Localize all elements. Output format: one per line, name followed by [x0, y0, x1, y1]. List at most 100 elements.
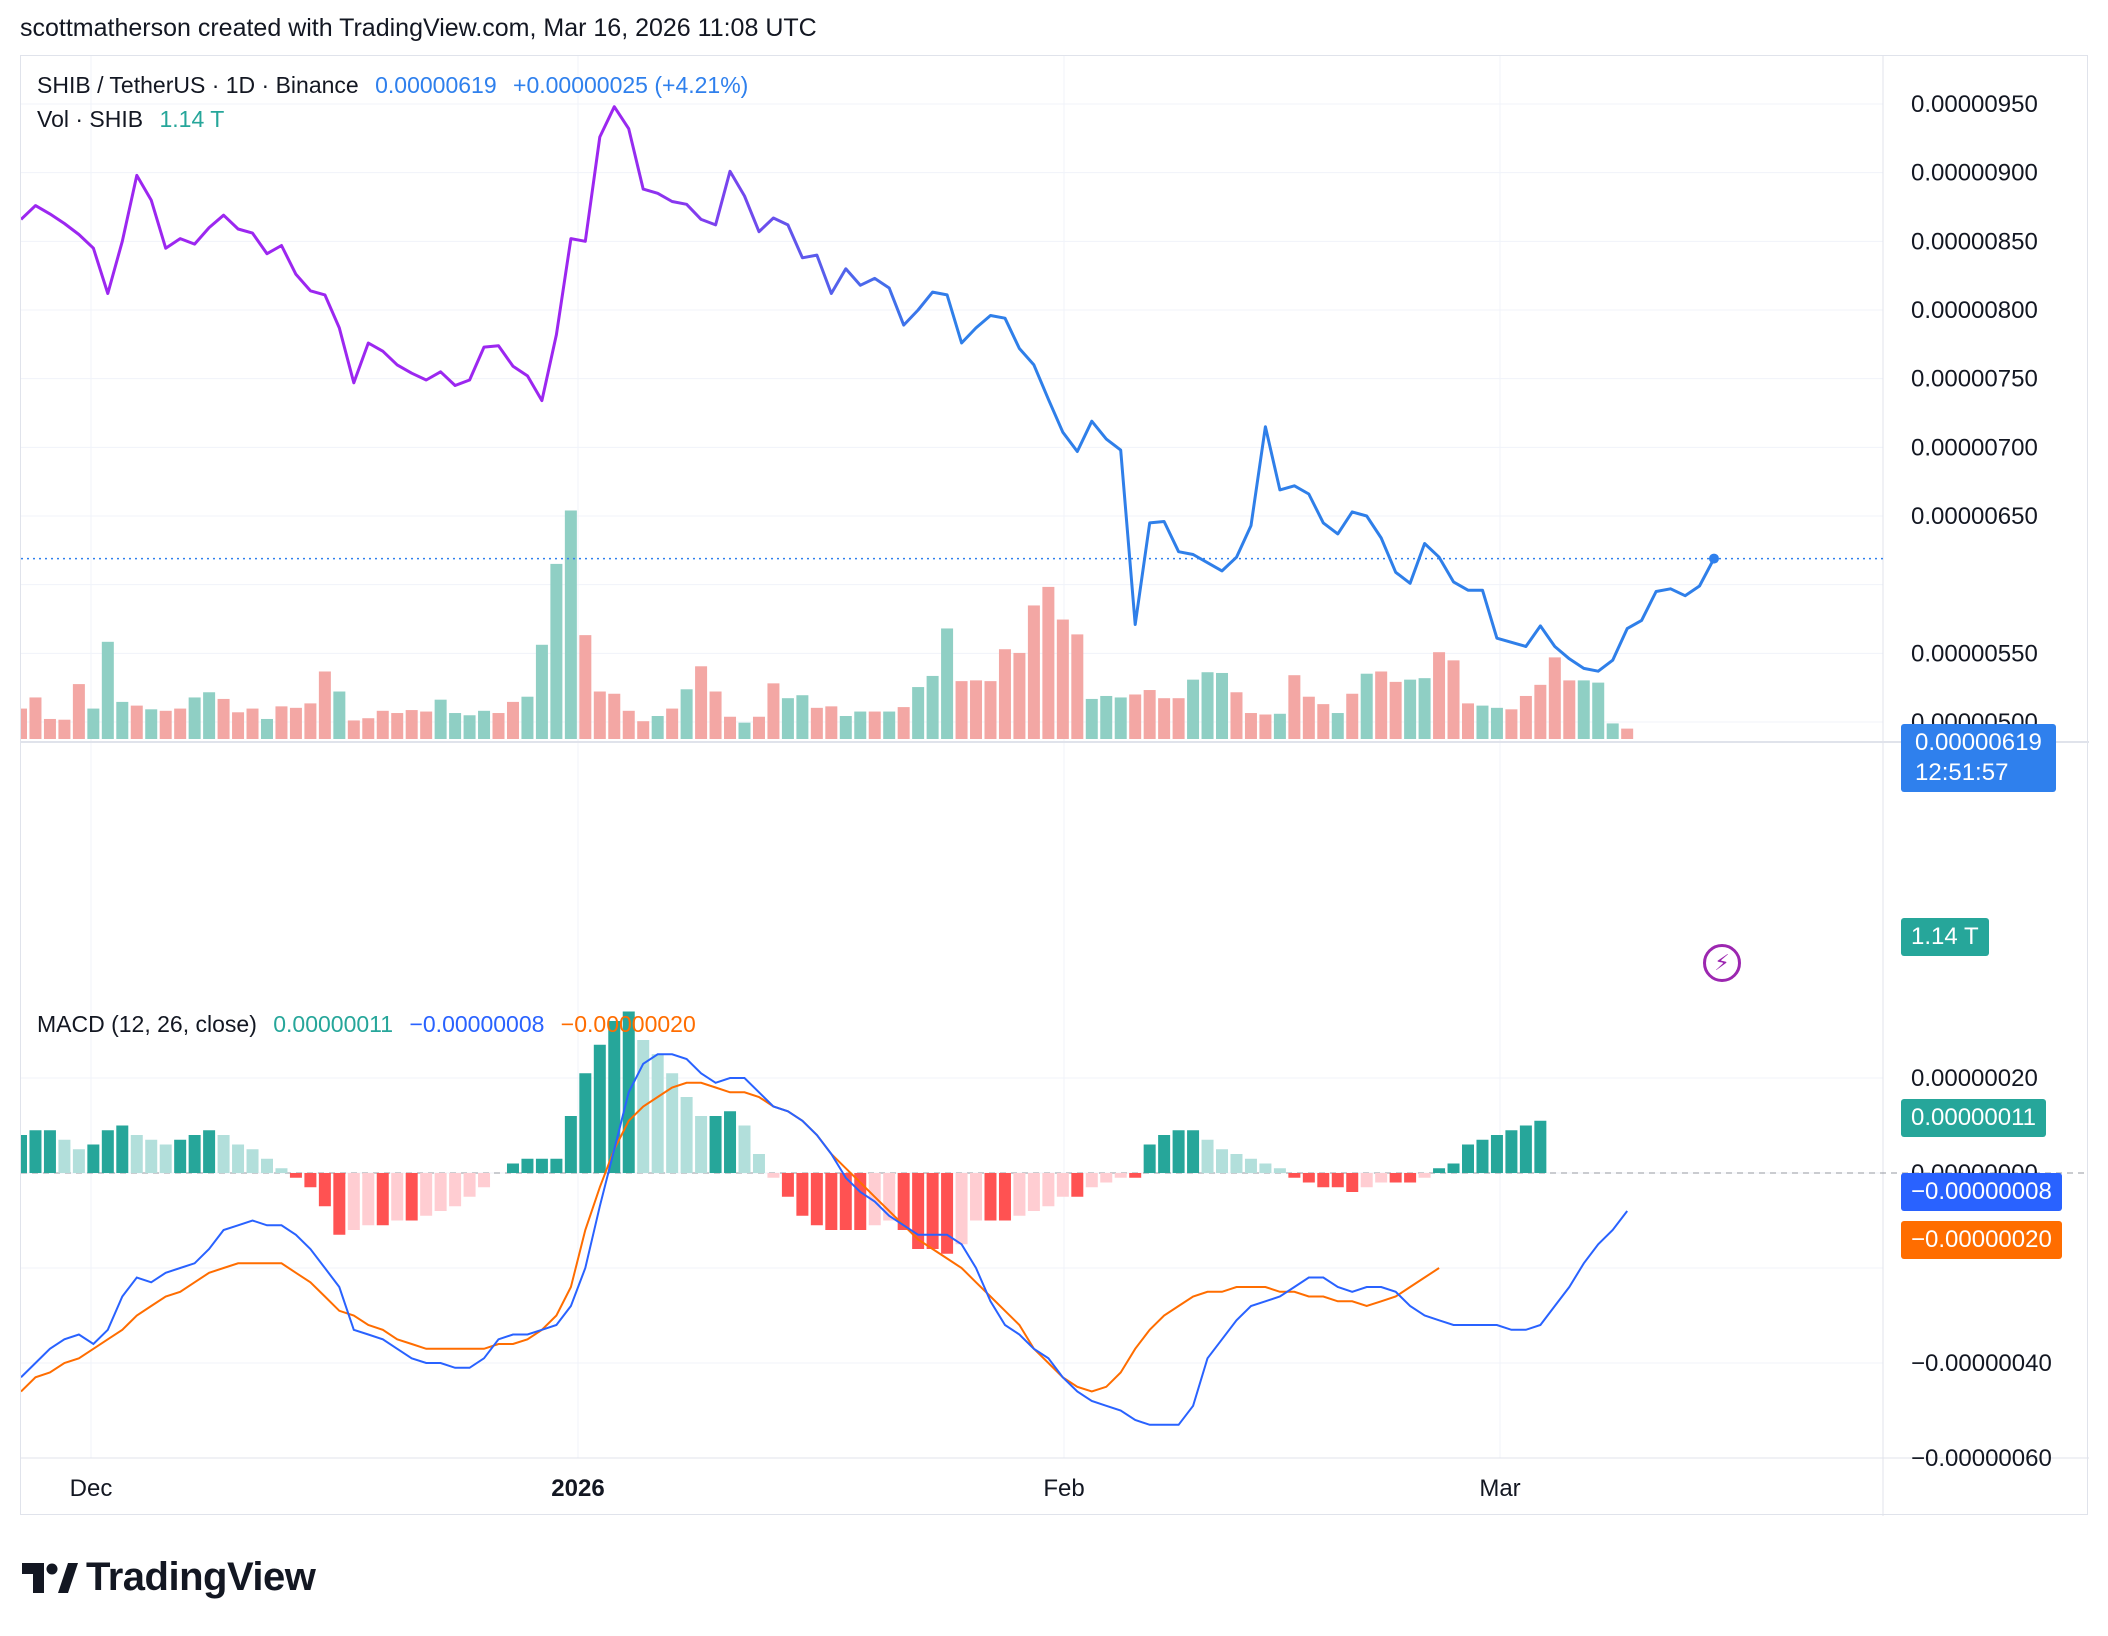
macd-histogram-bar: [1534, 1120, 1547, 1173]
volume-badge: 1.14 T: [1901, 918, 1989, 956]
volume-bar: [116, 701, 129, 739]
macd-histogram-bar: [1013, 1173, 1026, 1216]
volume-bar: [1519, 695, 1532, 739]
macd-histogram-bar: [1172, 1130, 1185, 1173]
volume-bar: [1462, 703, 1474, 739]
macd-histogram-bar: [695, 1116, 708, 1173]
grid-lines: [21, 56, 2089, 1516]
volume-bar: [29, 697, 42, 739]
volume-bar: [362, 718, 375, 739]
macd-histogram-bar: [1447, 1163, 1460, 1173]
macd-histogram-bar: [289, 1173, 302, 1178]
volume-bar: [1331, 713, 1344, 739]
volume-bar: [1433, 652, 1446, 739]
macd-histogram-bar: [984, 1173, 997, 1221]
volume-bar: [781, 698, 794, 739]
macd-histogram-bar: [868, 1173, 881, 1226]
volume-bar: [246, 708, 259, 739]
macd-histogram-bar: [1288, 1173, 1301, 1178]
volume-bar: [1273, 713, 1286, 739]
macd-histogram-bar: [897, 1173, 910, 1230]
macd-histogram-bar: [1375, 1173, 1388, 1183]
macd-histogram-bar: [955, 1173, 968, 1245]
volume-bar: [1259, 714, 1272, 739]
volume-bar: [217, 698, 230, 739]
macd-histogram-bar: [1071, 1173, 1084, 1197]
volume-bar: [391, 713, 404, 739]
volume-bar: [1216, 672, 1229, 739]
price-line: [21, 105, 1716, 673]
volume-bar: [1317, 704, 1330, 739]
volume-bar: [724, 716, 737, 739]
macd-histogram-bar: [825, 1173, 838, 1230]
macd-histogram-bar: [593, 1044, 606, 1173]
macd-histogram-bar: [1505, 1130, 1518, 1173]
volume-bar: [130, 705, 143, 739]
macd-histogram-bar: [405, 1173, 418, 1221]
volume-bar: [72, 684, 85, 739]
macd-hist-value: 0.00000011: [273, 1011, 394, 1037]
macd-histogram-bar: [391, 1173, 404, 1221]
chart-canvas[interactable]: 0.00000950 0.00000900 0.00000850 0.00000800…: [21, 56, 2089, 1516]
macd-histogram-bar: [1143, 1144, 1156, 1173]
macd-histogram-bar: [1476, 1139, 1489, 1173]
chart-frame[interactable]: 0.00000950 0.00000900 0.00000850 0.00000800…: [20, 55, 2089, 1516]
time-tick-label: Mar: [1479, 1475, 1520, 1502]
volume-bar: [376, 710, 389, 739]
volume-bar: [825, 706, 838, 739]
macd-histogram-bar: [478, 1173, 491, 1188]
volume-bar: [203, 692, 216, 739]
volume-bar: [1447, 660, 1460, 739]
price-series: [21, 105, 1883, 673]
macd-histogram-bar: [333, 1173, 346, 1235]
macd-histogram-bar: [810, 1173, 823, 1226]
volume-bar: [1201, 672, 1214, 739]
volume-bar: [854, 711, 867, 739]
volume-value: 1.14 T: [159, 106, 225, 132]
signal-line: [21, 1081, 1440, 1393]
volume-bar: [955, 681, 968, 739]
volume-bar: [680, 689, 693, 739]
macd-histogram-bar: [463, 1173, 476, 1197]
volume-bar: [347, 720, 360, 739]
macd-legend: MACD (12, 26, close) 0.00000011 −0.00000…: [37, 1011, 706, 1038]
volume-bar: [897, 707, 910, 739]
volume-bar: [405, 710, 418, 739]
volume-bar: [1085, 698, 1098, 739]
macd-histogram-bar: [651, 1054, 664, 1173]
volume-bar: [1056, 619, 1069, 739]
volume-bar: [1346, 693, 1359, 739]
axis-labels: 0.00000950 0.00000900 0.00000850 0.00000800…: [70, 91, 2052, 1502]
macd-histogram-bar: [87, 1144, 100, 1173]
macd-histogram: [21, 1011, 2089, 1254]
macd-histogram-bar: [1085, 1173, 1098, 1188]
volume-bar: [188, 697, 201, 739]
macd-histogram-bar: [1114, 1173, 1127, 1178]
lightning-alert-icon[interactable]: ⚡: [1703, 944, 1741, 982]
macd-histogram-bar: [1302, 1173, 1315, 1183]
macd-histogram-bar: [550, 1158, 563, 1173]
volume-bar: [1027, 605, 1040, 739]
macd-label[interactable]: MACD (12, 26, close): [37, 1011, 257, 1037]
macd-histogram-bar: [579, 1073, 592, 1173]
volume-label[interactable]: Vol · SHIB: [37, 106, 144, 132]
macd-histogram-bar: [1259, 1163, 1272, 1173]
volume-bar: [521, 696, 534, 739]
macd-histogram-bar: [1346, 1173, 1359, 1192]
macd-histogram-bar: [217, 1135, 230, 1173]
macd-histogram-bar: [941, 1173, 954, 1254]
volume-bar: [87, 708, 100, 739]
macd-histogram-bar: [130, 1135, 143, 1173]
volume-bar: [21, 708, 27, 739]
volume-bar: [1476, 705, 1489, 739]
volume-bar: [970, 680, 983, 739]
macd-histogram-bar: [1360, 1173, 1373, 1188]
volume-bar: [1158, 698, 1171, 739]
volume-bar: [738, 722, 751, 739]
macd-histogram-bar: [564, 1116, 577, 1173]
symbol-label[interactable]: SHIB / TetherUS · 1D · Binance: [37, 72, 359, 98]
volume-bar: [637, 721, 650, 739]
tradingview-logo[interactable]: TradingView: [22, 1555, 316, 1600]
volume-bar: [420, 711, 433, 739]
macd-histogram-bar: [188, 1135, 201, 1173]
